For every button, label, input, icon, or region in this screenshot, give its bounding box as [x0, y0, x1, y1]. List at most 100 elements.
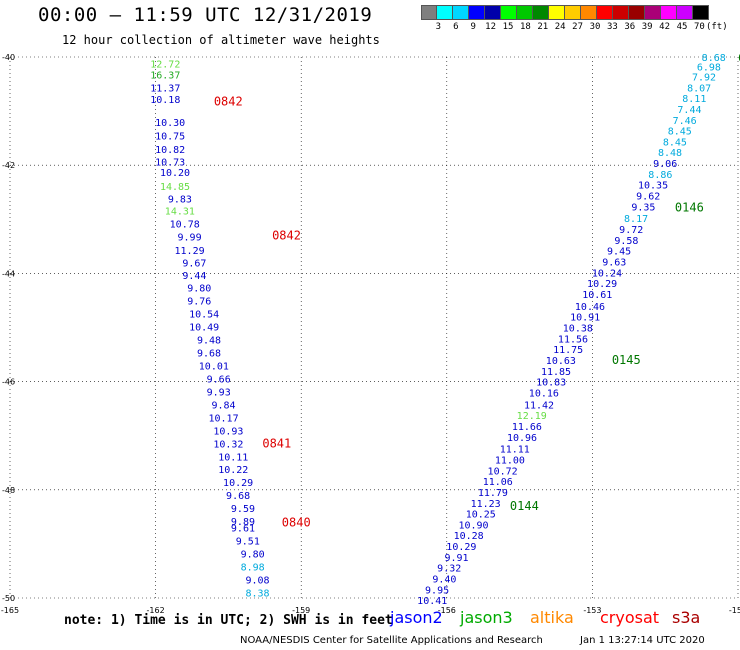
- data-point-label: 11.79: [478, 488, 508, 499]
- data-point-label: 10.83: [536, 378, 566, 389]
- scale-label: (ft): [705, 22, 728, 32]
- legend-jason3: jason3: [460, 608, 513, 627]
- data-point-label: 9.59: [231, 504, 255, 515]
- data-point-label: 8.48: [658, 148, 682, 159]
- data-point-label: 10.20: [160, 168, 190, 179]
- scale-swatch: [565, 5, 581, 20]
- footnote: note: 1) Time is in UTC; 2) SWH is in fe…: [64, 613, 393, 628]
- data-point-label: 10.38: [563, 324, 593, 335]
- scale-swatch: [581, 5, 597, 20]
- scale-swatch: [645, 5, 661, 20]
- data-point-label: 10.78: [170, 220, 200, 231]
- scale-swatch: [517, 5, 533, 20]
- data-point-label: 9.40: [432, 575, 456, 586]
- data-point-label: 10.93: [213, 426, 243, 437]
- x-tick-label: -165: [1, 606, 19, 615]
- legend-altika: altika: [530, 608, 574, 627]
- data-point-label: 10.29: [587, 279, 617, 290]
- data-point-label: 10.29: [446, 542, 476, 553]
- scale-swatch: [597, 5, 613, 20]
- data-point-label: 10.49: [189, 322, 219, 333]
- scale-swatch: [613, 5, 629, 20]
- scale-label: 45: [676, 22, 688, 32]
- data-point-label: 10.73: [155, 157, 185, 168]
- x-tick-label: -156: [438, 606, 456, 615]
- legend-cryosat: cryosat: [600, 608, 660, 627]
- scale-swatch: [629, 5, 645, 20]
- data-point-label: 9.76: [187, 296, 211, 307]
- data-point-label: 11.23: [471, 499, 501, 510]
- data-point-label: 9.93: [207, 387, 231, 398]
- scale-label: 15: [502, 22, 514, 32]
- scale-swatch: [549, 5, 565, 20]
- data-point-label: 10.11: [218, 452, 248, 463]
- data-point-label: 9.89: [231, 517, 255, 528]
- data-point-label: 10.24: [592, 268, 622, 279]
- color-scale-labels: 3 6 9 12 15 18 21 24 27 30 33 36 39 42 45 70 (ft): [421, 22, 740, 34]
- data-point-label: 9.72: [619, 225, 643, 236]
- footer-timestamp: Jan 1 13:27:14 UTC 2020: [580, 635, 705, 646]
- data-point-label: 7.44: [677, 105, 701, 116]
- data-point-label: 9.83: [168, 195, 192, 206]
- data-point-label: 9.61: [231, 524, 255, 535]
- data-point-label: 8.68: [702, 53, 726, 64]
- time-label: 0145: [612, 353, 641, 367]
- x-tick-label: -150: [729, 606, 740, 615]
- data-point-label: 9.58: [614, 236, 638, 247]
- data-point-label: 10.61: [582, 290, 612, 301]
- scale-label: 39: [641, 22, 653, 32]
- data-point-label: 10.72: [488, 466, 518, 477]
- data-point-label: 11.56: [558, 334, 588, 345]
- data-point-label: 10.32: [213, 439, 243, 450]
- data-point-label: 8.86: [648, 170, 672, 181]
- chart-title: 00:00 – 11:59 UTC 12/31/2019: [38, 4, 373, 26]
- scale-label: 24: [554, 22, 566, 32]
- data-point-label: 8.11: [682, 94, 706, 105]
- data-point-label: 11.06: [483, 477, 513, 488]
- scale-label: 21: [537, 22, 549, 32]
- data-point-label: 10.54: [189, 309, 219, 320]
- data-point-label: 9.45: [607, 247, 631, 258]
- data-point-label: 8.38: [245, 589, 269, 600]
- data-point-label: 10.18: [150, 95, 180, 106]
- time-label: 0146: [675, 200, 704, 214]
- data-point-label: 10.46: [575, 302, 605, 313]
- legend-jason2: jason2: [390, 608, 443, 627]
- legend-s3a: s3a: [672, 608, 701, 627]
- data-point-label: 10.29: [223, 478, 253, 489]
- data-point-label: 10.35: [638, 181, 668, 192]
- data-point-label: 11.11: [500, 445, 530, 456]
- data-point-label: 9.68: [197, 348, 221, 359]
- time-label: 0841: [262, 436, 291, 450]
- scale-swatch: [533, 5, 549, 20]
- scale-label: 18: [519, 22, 531, 32]
- data-point-label: 9.67: [182, 259, 206, 270]
- data-point-label: 14.85: [160, 182, 190, 193]
- data-point-label: 10.16: [529, 388, 559, 399]
- y-tick-label: -42: [2, 161, 15, 170]
- time-label: 0842: [272, 229, 301, 243]
- data-point-label: 9.62: [636, 191, 660, 202]
- time-label: 0840: [282, 515, 311, 529]
- data-point-label: 10.96: [507, 433, 537, 444]
- color-scale: [421, 5, 709, 20]
- data-point-label: 9.48: [197, 335, 221, 346]
- data-point-label: 8.45: [663, 137, 687, 148]
- data-point-label: 10.22: [218, 465, 248, 476]
- data-point-label: 9.35: [631, 202, 655, 213]
- scale-label: 3: [435, 22, 442, 32]
- data-point-label: 8.45: [668, 127, 692, 138]
- y-tick-label: -50: [2, 594, 15, 603]
- data-point-label: 7.92: [692, 72, 716, 83]
- data-point-label: 10.75: [155, 131, 185, 142]
- x-tick-label: -153: [583, 606, 601, 615]
- scale-label: 30: [589, 22, 601, 32]
- data-point-label: 9.06: [653, 159, 677, 170]
- data-point-label: 10.28: [454, 531, 484, 542]
- data-point-label: 9.91: [444, 553, 468, 564]
- data-point-label: 9.99: [178, 233, 202, 244]
- data-point-label: 10.30: [155, 118, 185, 129]
- y-tick-label: -40: [2, 53, 15, 62]
- data-point-label: 10.63: [546, 356, 576, 367]
